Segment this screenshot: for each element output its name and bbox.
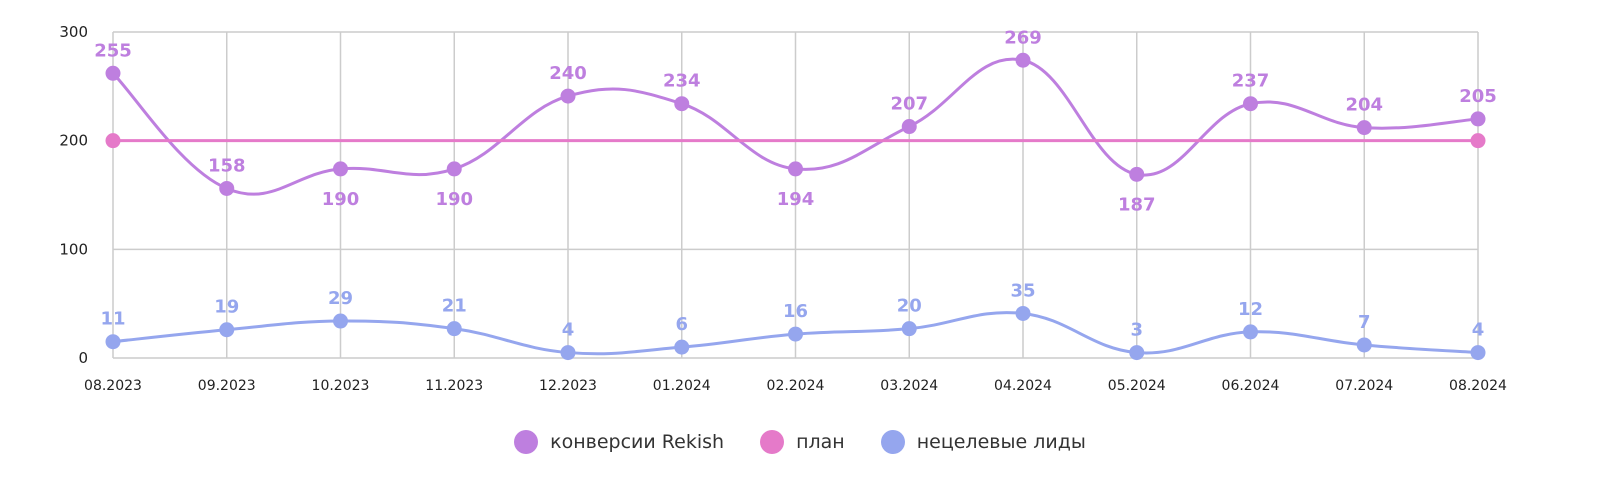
line-chart: 0 100 200 300 08.2023 09.2023 10.2023 11.2023 1… [59, 23, 1507, 394]
x-tick-label: 01.2024 [653, 378, 711, 394]
series-2-data-label: 20 [897, 296, 922, 317]
series-2-point [1470, 345, 1486, 361]
series-2-point [560, 345, 576, 361]
series-1-point [1470, 133, 1486, 149]
series-2-point [788, 326, 803, 342]
x-tick-label: 06.2024 [1222, 378, 1280, 394]
series-2-point [105, 334, 121, 350]
series-2-data-label: 3 [1130, 320, 1143, 341]
series-2-data-label: 4 [562, 320, 575, 341]
series-2-data-label: 19 [214, 297, 239, 318]
y-tick-label: 300 [59, 23, 88, 41]
x-tick-label: 11.2023 [425, 378, 483, 394]
legend: конверсии Rekish план нецелевые лиды [0, 430, 1600, 454]
x-tick-label: 05.2024 [1108, 378, 1166, 394]
y-tick-label: 0 [78, 349, 88, 367]
legend-dot-icon [514, 430, 539, 454]
series-0-point [788, 161, 803, 177]
series-0-data-label: 237 [1232, 71, 1270, 92]
legend-label: план [796, 431, 845, 453]
series-2-data-label: 35 [1010, 280, 1035, 301]
series-0-data-label: 234 [663, 71, 701, 92]
series-0-point [1470, 111, 1486, 127]
x-tick-label: 03.2024 [880, 378, 938, 394]
x-tick-label: 04.2024 [994, 378, 1052, 394]
x-tick-label: 10.2023 [312, 378, 370, 394]
legend-label: конверсии Rekish [550, 431, 725, 453]
legend-item[interactable]: нецелевые лиды [880, 430, 1086, 454]
x-axis: 08.2023 09.2023 10.2023 11.2023 12.2023 01.20… [84, 378, 1507, 394]
series-0-point [1356, 120, 1372, 136]
x-tick-label: 02.2024 [767, 378, 825, 394]
series-0-data-label: 207 [890, 94, 928, 115]
series-2-data-label: 29 [328, 288, 353, 309]
x-tick-label: 12.2023 [539, 378, 597, 394]
series-0-data-label: 205 [1459, 86, 1497, 107]
series-0-point [219, 180, 235, 196]
series-2-point [674, 339, 690, 355]
y-tick-label: 100 [59, 240, 88, 258]
series-2-data-label: 6 [675, 314, 688, 335]
series-0-data-label: 240 [549, 63, 587, 84]
series-0-data-label: 190 [435, 189, 473, 210]
x-tick-label: 08.2023 [84, 378, 142, 394]
series-2-point [1015, 305, 1031, 321]
series-2-point [333, 313, 348, 329]
y-tick-label: 200 [59, 132, 88, 150]
series-2-point [1356, 337, 1372, 353]
series-2-data-label: 21 [442, 296, 467, 317]
legend-dot-icon [760, 430, 785, 454]
series-0-point [674, 96, 690, 112]
series-0-data-label: 255 [94, 40, 132, 61]
series-2-data-label: 16 [783, 301, 808, 322]
series-1-point [105, 133, 121, 149]
series-0-point [1243, 96, 1258, 112]
series-2-point [446, 321, 462, 337]
series-0-data-label: 158 [208, 155, 246, 176]
series-0-point [446, 161, 462, 177]
series-0-point [901, 119, 917, 135]
series-0-point [333, 161, 348, 177]
series-0-point [1129, 166, 1145, 182]
series-2-data-label: 12 [1238, 299, 1263, 320]
series-2-point [901, 321, 917, 337]
x-tick-label: 08.2024 [1449, 378, 1507, 394]
series-2-data-label: 4 [1472, 320, 1485, 341]
series-2-point [219, 322, 235, 338]
series-points [105, 52, 1486, 361]
series-0-point [105, 65, 121, 81]
series-2-point [1243, 324, 1258, 340]
series-2-data-label: 11 [100, 309, 125, 330]
series-2-point [1129, 345, 1145, 361]
series-0-point [560, 88, 576, 104]
legend-item[interactable]: конверсии Rekish [514, 430, 724, 454]
series-0-data-label: 269 [1004, 27, 1042, 48]
legend-item[interactable]: план [760, 430, 845, 454]
series-0-point [1015, 52, 1031, 68]
series-0-data-label: 190 [322, 189, 360, 210]
x-tick-label: 07.2024 [1335, 378, 1393, 394]
legend-dot-icon [880, 430, 905, 454]
legend-label: нецелевые лиды [916, 431, 1086, 453]
x-tick-label: 09.2023 [198, 378, 256, 394]
series-2-data-label: 7 [1358, 312, 1371, 333]
series-0-data-label: 187 [1118, 194, 1156, 215]
series-0-data-label: 194 [777, 189, 815, 210]
series-0-data-label: 204 [1345, 95, 1383, 116]
y-axis: 0 100 200 300 [59, 23, 88, 367]
